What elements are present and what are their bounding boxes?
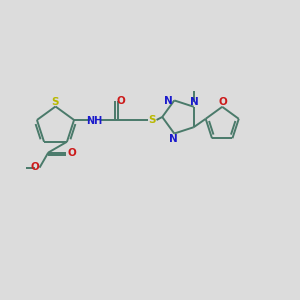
Text: O: O	[30, 162, 39, 172]
Text: N: N	[169, 134, 178, 144]
Text: S: S	[51, 97, 59, 107]
Text: NH: NH	[87, 116, 103, 126]
Text: O: O	[67, 148, 76, 158]
Text: O: O	[117, 96, 125, 106]
Text: S: S	[148, 115, 156, 125]
Text: N: N	[190, 97, 199, 106]
Text: O: O	[218, 97, 227, 107]
Text: N: N	[164, 96, 173, 106]
